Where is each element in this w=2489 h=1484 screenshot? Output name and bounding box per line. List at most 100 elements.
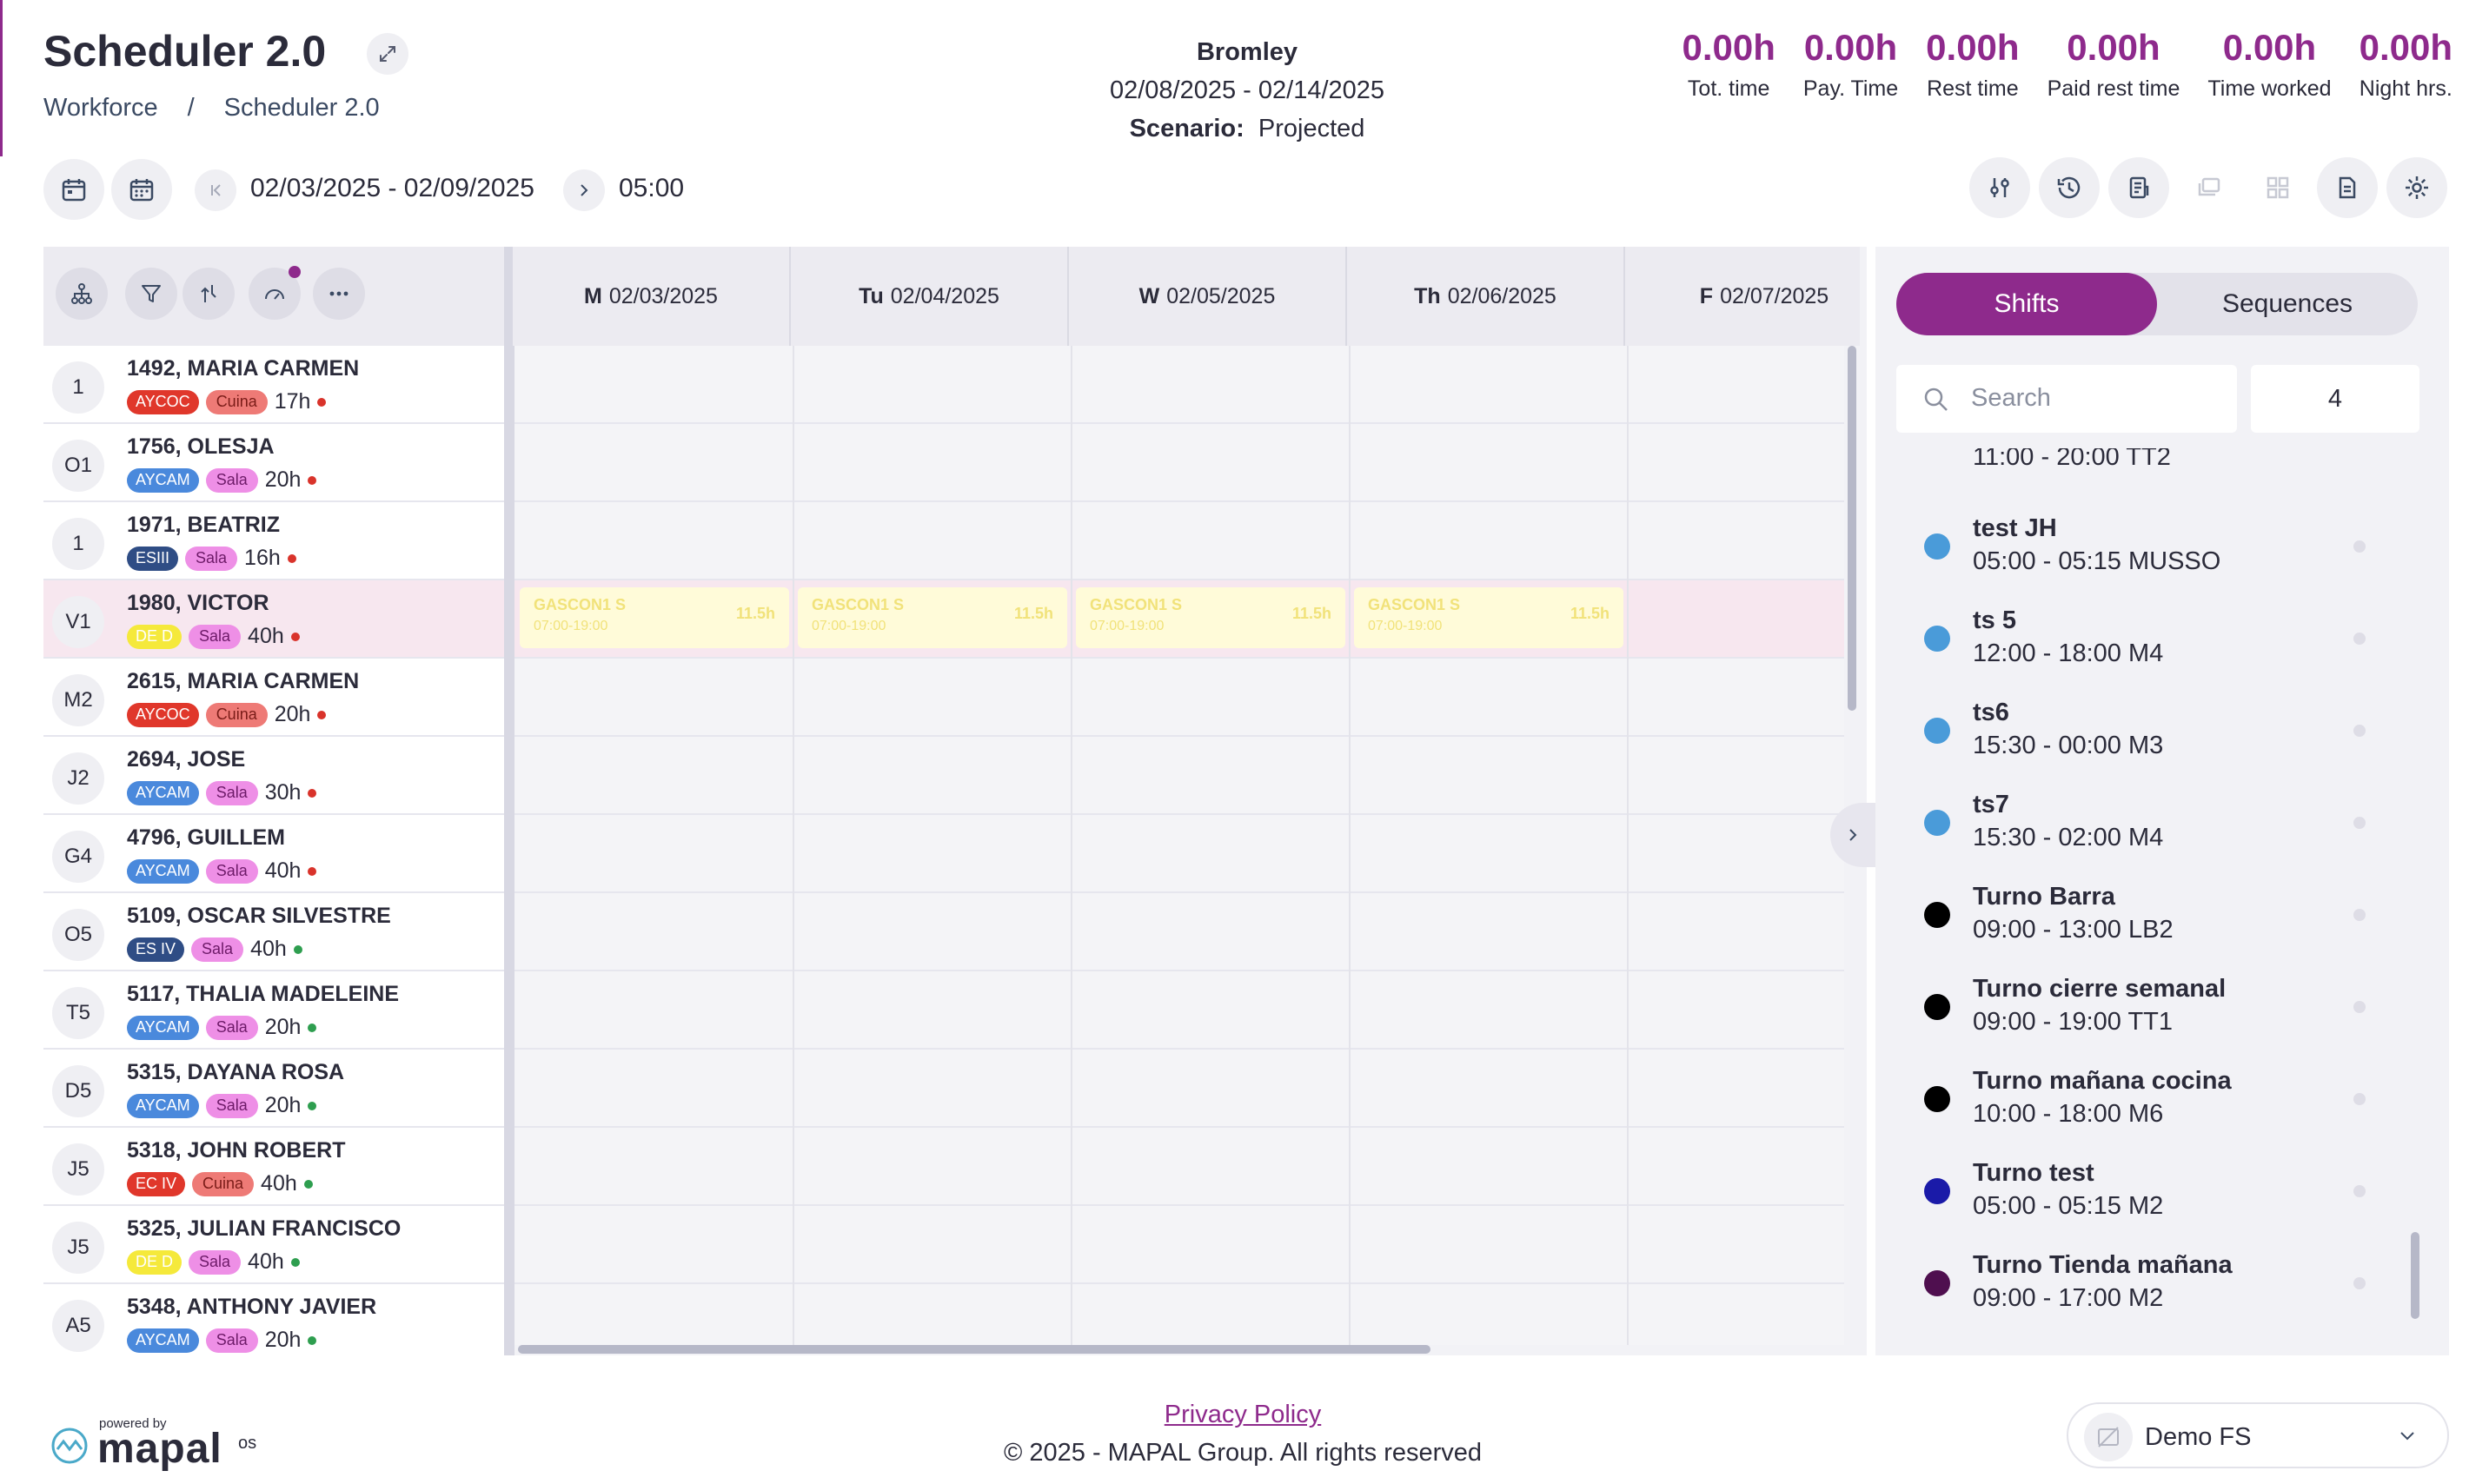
shift-template-item[interactable]: ts6 15:30 - 00:00 M3 — [1875, 683, 2449, 775]
drag-handle[interactable] — [2353, 1277, 2366, 1289]
panel-scrollbar[interactable] — [2411, 1232, 2419, 1319]
employee-row[interactable]: A5 5348, ANTHONY JAVIER AYCAM Sala 20h — [43, 1284, 504, 1355]
shift-template-item[interactable]: Turno Barra 09:00 - 13:00 LB2 — [1875, 867, 2449, 959]
employee-row[interactable]: M2 2615, MARIA CARMEN AYCOC Cuina 20h — [43, 659, 504, 737]
employee-row[interactable]: J2 2694, JOSE AYCAM Sala 30h — [43, 737, 504, 815]
employee-row[interactable]: D5 5315, DAYANA ROSA AYCAM Sala 20h — [43, 1050, 504, 1128]
shift-name: GASCON1 S — [812, 596, 905, 613]
search-input[interactable]: Search — [1896, 365, 2237, 433]
day-header-tuesday[interactable]: Tu 02/04/2025 — [791, 247, 1069, 346]
status-dot — [308, 866, 317, 876]
employee-tags: AYCAM Sala 20h — [127, 1093, 317, 1118]
period-range: 02/08/2025 - 02/14/2025 — [1109, 76, 1385, 104]
environment-select[interactable]: Demo FS — [2067, 1402, 2449, 1468]
schedule-row[interactable] — [514, 659, 1844, 737]
vertical-scrollbar[interactable] — [1848, 346, 1856, 711]
schedule-row[interactable] — [514, 346, 1844, 424]
day-header-monday[interactable]: M 02/03/2025 — [513, 247, 791, 346]
day-header-wednesday[interactable]: W 02/05/2025 — [1069, 247, 1347, 346]
shift-template-item[interactable]: Turno cierre semanal 09:00 - 19:00 TT1 — [1875, 959, 2449, 1051]
drag-handle[interactable] — [2353, 1001, 2366, 1013]
horizontal-scrollbar[interactable] — [518, 1345, 1430, 1354]
shift-template-item[interactable]: ts 5 12:00 - 18:00 M4 — [1875, 591, 2449, 683]
tab-sequences[interactable]: Sequences — [2221, 289, 2353, 318]
breadcrumb-workforce[interactable]: Workforce — [43, 94, 158, 122]
column-divider[interactable] — [504, 247, 514, 1355]
next-period-button[interactable] — [563, 169, 605, 211]
shift-template-item[interactable]: ts7 15:30 - 02:00 M4 — [1875, 775, 2449, 867]
history-button[interactable] — [2039, 157, 2100, 218]
shift-card[interactable]: GASCON1 S 07:00-19:00 11.5h — [798, 587, 1067, 648]
breadcrumb-separator: / — [187, 94, 195, 122]
employee-row[interactable]: 1 1492, MARIA CARMEN AYCOC Cuina 17h — [43, 346, 504, 424]
shift-template-item[interactable]: Turno test 05:00 - 05:15 M2 — [1875, 1143, 2449, 1236]
schedule-row[interactable] — [514, 502, 1844, 580]
schedule-row[interactable] — [514, 1050, 1844, 1128]
employee-row[interactable]: T5 5117, THALIA MADELEINE AYCAM Sala 20h — [43, 971, 504, 1050]
schedule-row[interactable] — [514, 737, 1844, 815]
schedule-row[interactable] — [514, 815, 1844, 893]
grid-view-button[interactable] — [2247, 157, 2308, 218]
employee-tags: AYCAM Sala 30h — [127, 780, 317, 805]
settings-button[interactable] — [2386, 157, 2447, 218]
category-badge: AYCAM — [127, 1015, 199, 1040]
shift-card[interactable]: GASCON1 S 07:00-19:00 11.5h — [520, 587, 789, 648]
drag-handle[interactable] — [2353, 1093, 2366, 1105]
privacy-policy-link[interactable]: Privacy Policy — [1164, 1401, 1322, 1428]
tab-shifts[interactable]: Shifts — [1896, 273, 2157, 335]
shift-template-name: test JH — [1973, 514, 2057, 542]
sort-button[interactable] — [183, 268, 235, 320]
shift-template-item[interactable]: Turno mañana cocina 10:00 - 18:00 M6 — [1875, 1051, 2449, 1143]
metric-paid-rest-time: 0.00h Paid rest time — [2034, 24, 2194, 102]
schedule-row[interactable] — [514, 424, 1844, 502]
sort-icon — [201, 285, 216, 302]
employee-row-selected[interactable]: V1 1980, VICTOR DE D Sala 40h — [43, 580, 504, 659]
schedule-row[interactable] — [514, 1206, 1844, 1284]
schedule-row[interactable] — [514, 1128, 1844, 1206]
drag-handle[interactable] — [2353, 909, 2366, 921]
employee-row[interactable]: J5 5318, JOHN ROBERT EC IV Cuina 40h — [43, 1128, 504, 1206]
employee-row[interactable]: G4 4796, GUILLEM AYCAM Sala 40h — [43, 815, 504, 893]
chevron-down-icon — [2400, 1432, 2414, 1441]
hierarchy-button[interactable] — [56, 268, 108, 320]
status-dot — [287, 553, 296, 563]
shift-count-field[interactable]: 4 — [2251, 365, 2419, 433]
shift-color-dot — [1924, 626, 1950, 652]
collapse-panel-button[interactable] — [1830, 803, 1875, 867]
shift-name: GASCON1 S — [534, 596, 627, 613]
shift-template-item[interactable]: Turno Tienda mañana 09:00 - 17:00 M2 — [1875, 1236, 2449, 1328]
schedule-row[interactable] — [514, 971, 1844, 1050]
shift-card[interactable]: GASCON1 S 07:00-19:00 11.5h — [1076, 587, 1345, 648]
drag-handle[interactable] — [2353, 633, 2366, 645]
copy-button[interactable] — [2178, 157, 2239, 218]
drag-handle[interactable] — [2353, 817, 2366, 829]
report-button[interactable] — [2108, 157, 2169, 218]
expand-button[interactable] — [367, 33, 408, 75]
more-options-button[interactable] — [313, 268, 365, 320]
document-button[interactable] — [2317, 157, 2378, 218]
drag-handle[interactable] — [2353, 725, 2366, 737]
date-range-display[interactable]: 02/03/2025 - 02/09/2025 — [250, 174, 534, 202]
start-time-display[interactable]: 05:00 — [619, 174, 685, 202]
calendar-week-button[interactable] — [111, 159, 172, 220]
employee-row[interactable]: J5 5325, JULIAN FRANCISCO DE D Sala 40h — [43, 1206, 504, 1284]
employee-row[interactable]: 1 1971, BEATRIZ ESIII Sala 16h — [43, 502, 504, 580]
calendar-day-button[interactable] — [43, 159, 104, 220]
schedule-row[interactable] — [514, 1284, 1844, 1345]
contract-hours: 20h — [264, 1093, 302, 1117]
shift-template-item[interactable]: test JH 05:00 - 05:15 MUSSO — [1875, 499, 2449, 591]
day-header-friday[interactable]: F 02/07/2025 — [1625, 247, 1903, 346]
schedule-row[interactable] — [514, 893, 1844, 971]
filter-button[interactable] — [125, 268, 177, 320]
shift-template-detail: 09:00 - 17:00 M2 — [1973, 1284, 2164, 1312]
shift-card[interactable]: GASCON1 S 07:00-19:00 11.5h — [1354, 587, 1623, 648]
schedule-row-selected[interactable]: GASCON1 S 07:00-19:00 11.5h GASCON1 S 07… — [514, 580, 1844, 659]
drag-handle[interactable] — [2353, 540, 2366, 553]
day-header-thursday[interactable]: Th 02/06/2025 — [1347, 247, 1625, 346]
employee-row[interactable]: O1 1756, OLESJA AYCAM Sala 20h — [43, 424, 504, 502]
first-period-button[interactable] — [195, 169, 236, 211]
employee-row[interactable]: O5 5109, OSCAR SILVESTRE ES IV Sala 40h — [43, 893, 504, 971]
drag-handle[interactable] — [2353, 1185, 2366, 1197]
contract-hours: 20h — [264, 467, 302, 492]
adjust-settings-button[interactable] — [1969, 157, 2030, 218]
